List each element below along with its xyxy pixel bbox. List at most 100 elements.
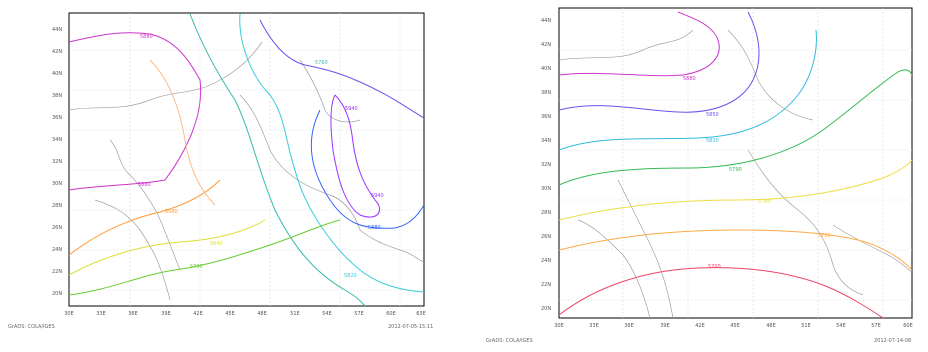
right-y-tick: 36N: [541, 114, 551, 120]
right-coastline-north: [558, 29, 694, 61]
right-coastline-red-sea: [617, 179, 674, 319]
right-contour-label: 5820: [706, 138, 719, 144]
right-x-tick: 30E: [554, 323, 564, 329]
left-contour-5640: [68, 219, 266, 276]
right-y-tick: 44N: [541, 18, 551, 24]
left-footer-credit: GrADS: COLA/IGES: [8, 324, 55, 330]
left-coastline-south: [359, 229, 425, 263]
left-coastline-red-sea: [109, 139, 181, 271]
right-contour-5700: [558, 267, 884, 319]
left-y-tick: 38N: [52, 93, 62, 99]
left-coastlines: [68, 41, 425, 301]
right-contour-label: 5850: [706, 112, 719, 118]
left-contour-label: 5880: [368, 225, 381, 231]
left-footer-timestamp: 2012-07-05-15:11: [388, 324, 434, 330]
left-contour-5760: [189, 13, 366, 307]
right-y-tick: 38N: [541, 90, 551, 96]
left-x-tick: 45E: [225, 311, 235, 317]
left-contour-label: 5880: [140, 34, 153, 40]
left-contour-label: 5700: [190, 264, 203, 270]
left-y-tick: 26N: [52, 225, 62, 231]
right-coastline-gulf: [747, 149, 864, 296]
right-x-tick: 57E: [871, 323, 881, 329]
right-contour-5820: [558, 29, 817, 151]
right-map-canvas: 5880 5850 5820 5790 5760 5730 5700 44N 4…: [541, 7, 913, 329]
right-coastline-africa: [577, 219, 651, 319]
left-coastline-gulf: [239, 94, 361, 231]
left-contour-label: 5640: [210, 241, 223, 247]
right-coastlines: [558, 29, 913, 319]
right-x-tick: 42E: [695, 323, 705, 329]
left-y-tick: 20N: [52, 291, 62, 297]
left-y-tick: 24N: [52, 247, 62, 253]
left-contour-labels: 5880 5880 5940 5940 5880 5820 5760 5700 …: [138, 34, 384, 279]
left-x-tick: 54E: [322, 311, 332, 317]
left-x-tick: 30E: [64, 311, 74, 317]
left-y-ticks: 44N 42N 40N 38N 36N 34N 32N 30N 28N 26N …: [52, 27, 62, 297]
right-y-tick: 30N: [541, 186, 551, 192]
right-contour-labels: 5880 5850 5820 5790 5760 5730 5700: [683, 76, 831, 270]
right-y-tick: 34N: [541, 138, 551, 144]
right-x-tick: 54E: [836, 323, 846, 329]
left-y-tick: 32N: [52, 159, 62, 165]
right-x-tick: 33E: [589, 323, 599, 329]
right-x-ticks: 30E 33E 36E 39E 42E 45E 48E 51E 54E 57E …: [554, 323, 913, 329]
left-x-ticks: 30E 33E 36E 39E 42E 45E 48E 51E 54E 57E …: [64, 311, 426, 317]
right-x-tick: 60E: [903, 323, 913, 329]
left-contour-label: 5820: [344, 273, 357, 279]
left-map-frame: [68, 12, 425, 307]
right-x-tick: 36E: [624, 323, 634, 329]
left-map-canvas: 5880 5880 5940 5940 5880 5820 5760 5700 …: [52, 12, 426, 317]
right-contour-5760: [558, 159, 913, 221]
right-contour-5880: [558, 11, 720, 77]
right-x-tick: 48E: [766, 323, 776, 329]
right-footer-timestamp: 2012-07-14-08: [874, 338, 912, 344]
left-y-tick: 36N: [52, 115, 62, 121]
left-map-panel: 5880 5880 5940 5940 5880 5820 5760 5700 …: [0, 0, 450, 352]
left-y-tick: 42N: [52, 49, 62, 55]
left-contour-5820: [239, 13, 425, 293]
right-y-ticks: 44N 42N 40N 38N 36N 34N 32N 30N 28N 26N …: [541, 18, 551, 312]
right-map-frame: [558, 7, 913, 319]
right-contour-label: 5880: [683, 76, 696, 82]
right-y-tick: 20N: [541, 306, 551, 312]
right-map-panel: 5880 5850 5820 5790 5760 5730 5700 44N 4…: [478, 0, 928, 352]
left-x-tick: 33E: [96, 311, 106, 317]
right-coastline-caspian: [727, 29, 814, 121]
left-contour-5880-loop: [310, 109, 425, 229]
left-contour-label: 5940: [371, 193, 384, 199]
right-y-tick: 26N: [541, 234, 551, 240]
left-x-tick: 39E: [161, 311, 171, 317]
left-contour-5880-east: [259, 19, 425, 119]
left-x-tick: 63E: [416, 311, 426, 317]
left-contour-label: 5940: [345, 106, 358, 112]
right-contour-5790: [558, 69, 913, 186]
right-x-tick: 51E: [801, 323, 811, 329]
right-x-tick: 39E: [660, 323, 670, 329]
right-contour-5850: [558, 11, 760, 113]
left-y-tick: 28N: [52, 203, 62, 209]
left-coastline-north: [68, 41, 263, 111]
left-contour-5700: [68, 219, 341, 296]
left-x-tick: 57E: [354, 311, 364, 317]
left-contour-label: 5580: [165, 209, 178, 215]
left-contour-5600: [149, 59, 216, 206]
left-y-tick: 44N: [52, 27, 62, 33]
left-x-tick: 60E: [386, 311, 396, 317]
right-coastline-arabian: [832, 224, 913, 273]
right-contours: [558, 11, 913, 319]
right-y-tick: 24N: [541, 258, 551, 264]
left-contour-5940-closed: [330, 94, 380, 218]
right-footer-credit: GrADS: COLA/IGES: [486, 338, 533, 344]
right-y-tick: 42N: [541, 42, 551, 48]
left-x-tick: 51E: [290, 311, 300, 317]
right-contour-label: 5700: [708, 264, 721, 270]
left-contour-label: 5880: [138, 182, 151, 188]
left-y-tick: 22N: [52, 269, 62, 275]
right-contour-5730: [558, 229, 913, 271]
right-y-tick: 28N: [541, 210, 551, 216]
left-contours: [68, 13, 425, 307]
left-y-tick: 40N: [52, 71, 62, 77]
left-coastline-caspian: [299, 59, 361, 123]
left-contour-label: 5760: [315, 60, 328, 66]
